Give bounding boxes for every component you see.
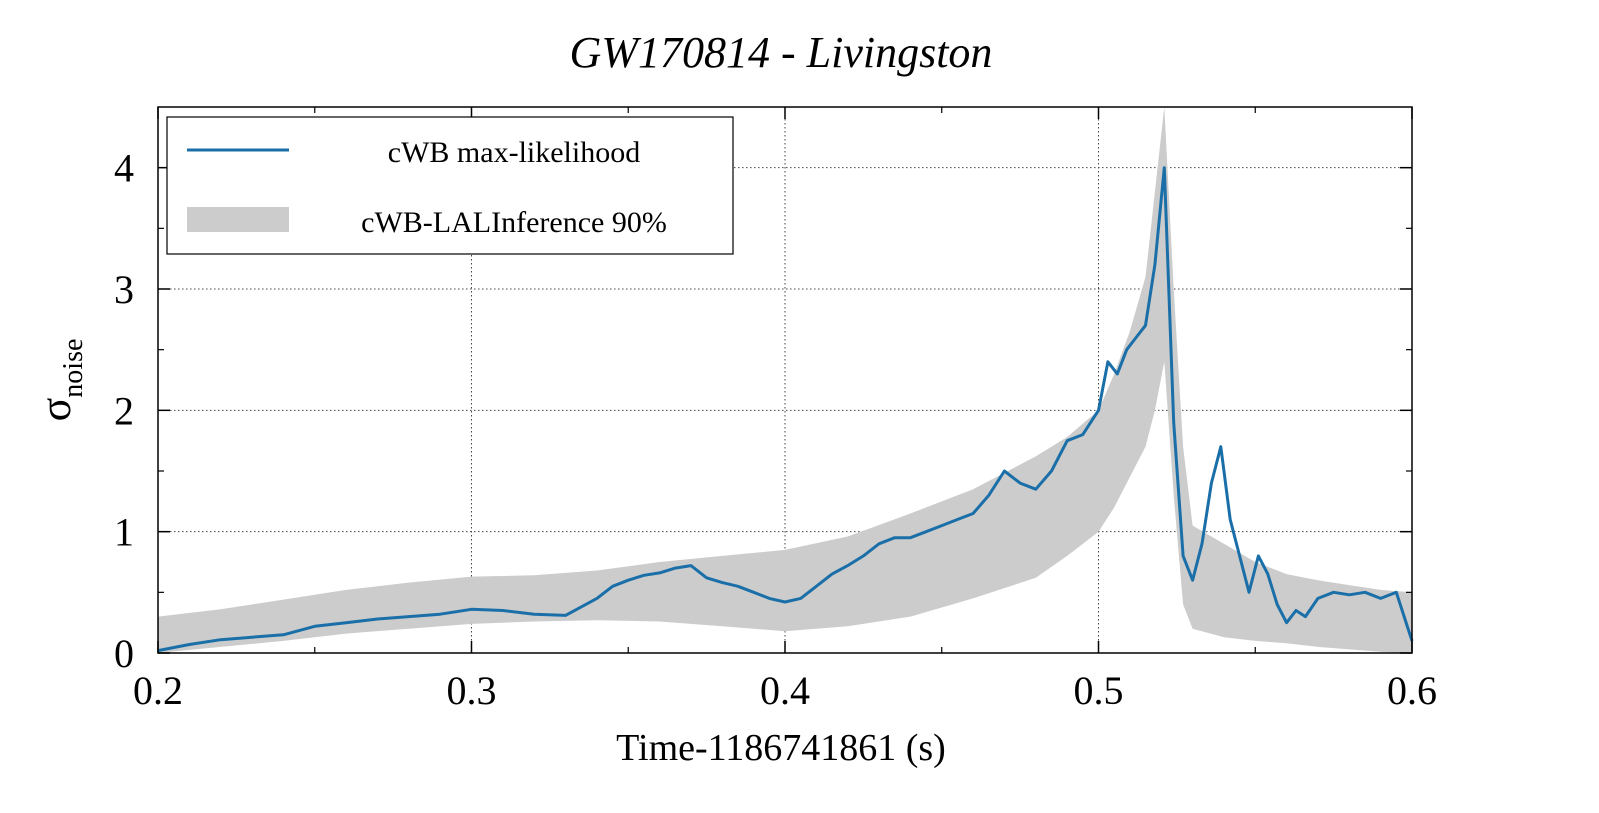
svg-text:σnoise: σnoise: [31, 339, 89, 422]
legend-label-line: cWB max-likelihood: [388, 136, 640, 169]
band-90-percent: [158, 107, 1412, 653]
x-tick-label: 0.4: [760, 668, 810, 713]
x-axis-label: Time-1186741861 (s): [616, 727, 946, 769]
legend-band-swatch: [187, 207, 289, 232]
x-tick-label: 0.2: [133, 668, 183, 713]
y-tick-label: 4: [114, 146, 134, 191]
y-tick-label: 2: [114, 388, 134, 433]
legend: cWB max-likelihood cWB-LALInference 90%: [166, 116, 734, 255]
x-tick-label: 0.6: [1387, 668, 1437, 713]
y-tick-labels: 0 1 2 3 4: [114, 146, 134, 676]
y-tick-label: 1: [114, 510, 134, 555]
y-axis-label: σnoise: [31, 339, 89, 422]
series-line-max-likelihood: [157, 166, 1414, 653]
line-layer: [157, 166, 1414, 653]
x-tick-label: 0.3: [447, 668, 497, 713]
y-tick-label: 3: [114, 267, 134, 312]
y-axis-label-symbol: σ: [31, 397, 80, 421]
plot-frame: [157, 106, 1413, 654]
x-tick-label: 0.5: [1074, 668, 1124, 713]
legend-label-band: cWB-LALInference 90%: [361, 206, 667, 239]
y-axis-label-subscript: noise: [58, 339, 89, 398]
x-tick-labels: 0.2 0.3 0.4 0.5 0.6: [133, 668, 1437, 713]
y-tick-label: 0: [114, 631, 134, 676]
chart-title: GW170814 - Livingston: [570, 28, 993, 77]
band-layer: [158, 107, 1412, 653]
